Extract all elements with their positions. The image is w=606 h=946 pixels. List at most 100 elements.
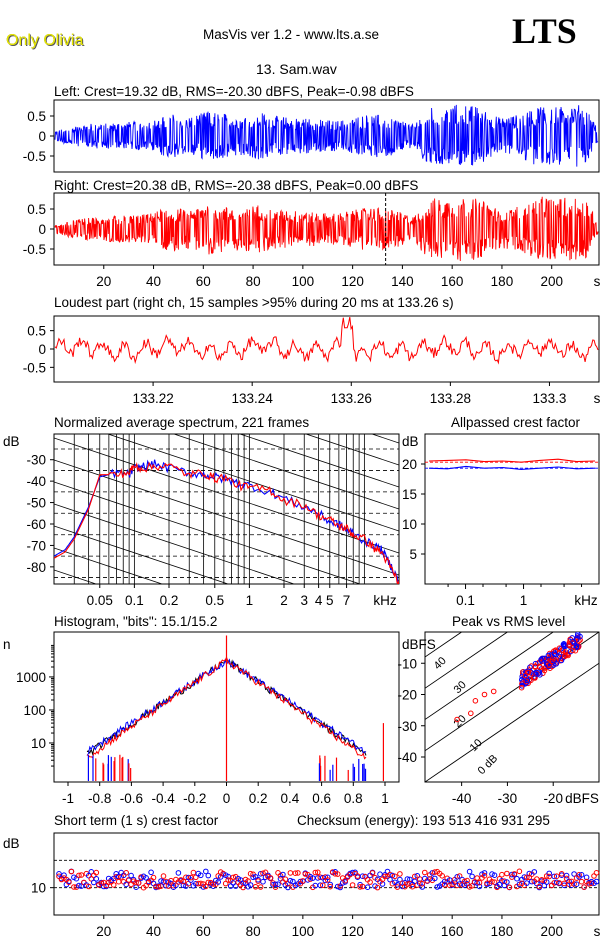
shortcrest-point [302, 871, 309, 877]
right-xtick-label: 120 [341, 274, 364, 289]
shortcrest-point [324, 877, 331, 883]
loudest-xtick-label: 133.28 [430, 391, 471, 406]
shortcrest-title: Short term (1 s) crest factor [54, 813, 219, 828]
shortcrest-point [501, 878, 508, 885]
peakrms-point [563, 652, 569, 659]
allpass-series-1 [428, 465, 596, 470]
shortcrest-point [578, 872, 585, 878]
right-waveform [54, 196, 599, 262]
right-xtick-label: 180 [491, 274, 514, 289]
loudest-title: Loudest part (right ch, 15 samples >95% … [54, 295, 454, 310]
shortcrest-point [504, 879, 510, 885]
shortcrest-xtick-label: 60 [196, 924, 211, 939]
shortcrest-point [247, 882, 254, 888]
peakrms-diag-label: 30 [452, 679, 469, 696]
peakrms-xunit: dBFS [565, 791, 599, 806]
shortcrest-point [489, 878, 495, 885]
shortcrest-point [250, 874, 256, 881]
shortcrest-xtick-label: 80 [246, 924, 261, 939]
shortcrest-xtick-label: 200 [540, 924, 563, 939]
peakrms-point [552, 648, 559, 655]
shortcrest-point [295, 870, 301, 876]
shortcrest-point [327, 881, 334, 888]
shortcrest-point [412, 873, 418, 880]
shortcrest-point [230, 874, 236, 881]
shortcrest-point [578, 878, 585, 885]
shortcrest-point [531, 869, 538, 875]
shortcrest-point [282, 876, 289, 883]
shortcrest-point [566, 878, 572, 885]
shortcrest-point [514, 875, 520, 882]
shortcrest-ylabel: dB [3, 836, 20, 851]
histogram-xtick-label: 0.4 [281, 791, 300, 806]
shortcrest-point [168, 877, 174, 884]
shortcrest-point [506, 884, 513, 891]
shortcrest-point [78, 872, 85, 878]
shortcrest-point [529, 878, 535, 885]
spectrum-xtick-label: 7 [343, 593, 351, 608]
shortcrest-point [215, 873, 221, 879]
app-title: MasVis ver 1.2 - www.lts.a.se [203, 27, 380, 42]
loudest-xtick-label: 133.24 [232, 391, 274, 406]
shortcrest-point [61, 872, 67, 879]
left-ytick-label: 0 [38, 129, 46, 144]
shortcrest-point [387, 871, 393, 878]
shortcrest-point [516, 868, 523, 875]
shortcrest-point [392, 873, 398, 880]
peakrms-diag-label: 20 [452, 713, 469, 730]
shortcrest-point [257, 884, 264, 890]
shortcrest-point [198, 880, 204, 887]
shortcrest-point [280, 871, 286, 878]
right-ytick-label: -0.5 [23, 242, 46, 257]
shortcrest-point [324, 874, 331, 881]
shortcrest-point [349, 882, 356, 888]
shortcrest-point [581, 884, 587, 890]
shortcrest-point [466, 868, 473, 875]
shortcrest-point [526, 870, 533, 877]
shortcrest-point [188, 877, 194, 883]
shortcrest-point [571, 871, 577, 877]
shortcrest-point [133, 879, 139, 886]
peakrms-point [537, 672, 543, 678]
shortcrest-point [429, 870, 436, 876]
shortcrest-point [193, 874, 199, 881]
allpass-xunit: kHz [574, 593, 597, 608]
loudest-xunit: s [594, 391, 601, 406]
shortcrest-point [200, 884, 207, 890]
shortcrest-point [334, 883, 341, 890]
peakrms-point [522, 672, 529, 679]
shortcrest-point [491, 879, 498, 886]
spectrum-xunit: kHz [373, 593, 396, 608]
shortcrest-point [593, 878, 600, 885]
shortcrest-point [342, 877, 349, 884]
shortcrest-point [260, 878, 266, 885]
spectrum-xtick-label: 5 [326, 593, 334, 608]
right-xtick-label: 60 [196, 274, 211, 289]
shortcrest-point [469, 873, 475, 880]
shortcrest-point [203, 868, 209, 875]
peakrms-xtick-label: -30 [498, 791, 518, 806]
shortcrest-point [454, 874, 461, 880]
right-ytick-label: 0.5 [27, 202, 46, 217]
loudest-ytick-label: 0.5 [27, 324, 46, 339]
shortcrest-point [571, 881, 577, 887]
loudest-xtick-label: 133.26 [331, 391, 372, 406]
spectrum-ytick-label: -50 [26, 496, 46, 511]
allpass-frame [424, 433, 600, 585]
peakrms-point [566, 639, 573, 646]
shortcrest-point [576, 872, 582, 878]
peakrms-point [472, 698, 479, 704]
peakrms-point [561, 653, 568, 660]
peakrms-point [545, 655, 552, 661]
shortcrest-point [123, 870, 129, 876]
shortcrest-point [110, 882, 117, 888]
loudest-frame [53, 315, 600, 383]
shortcrest-point [180, 878, 187, 885]
peakrms-point [556, 645, 563, 652]
shortcrest-point [593, 870, 600, 876]
shortcrest-point [91, 879, 97, 886]
shortcrest-point [257, 871, 264, 877]
shortcrest-point [93, 869, 100, 876]
shortcrest-point [198, 872, 204, 879]
